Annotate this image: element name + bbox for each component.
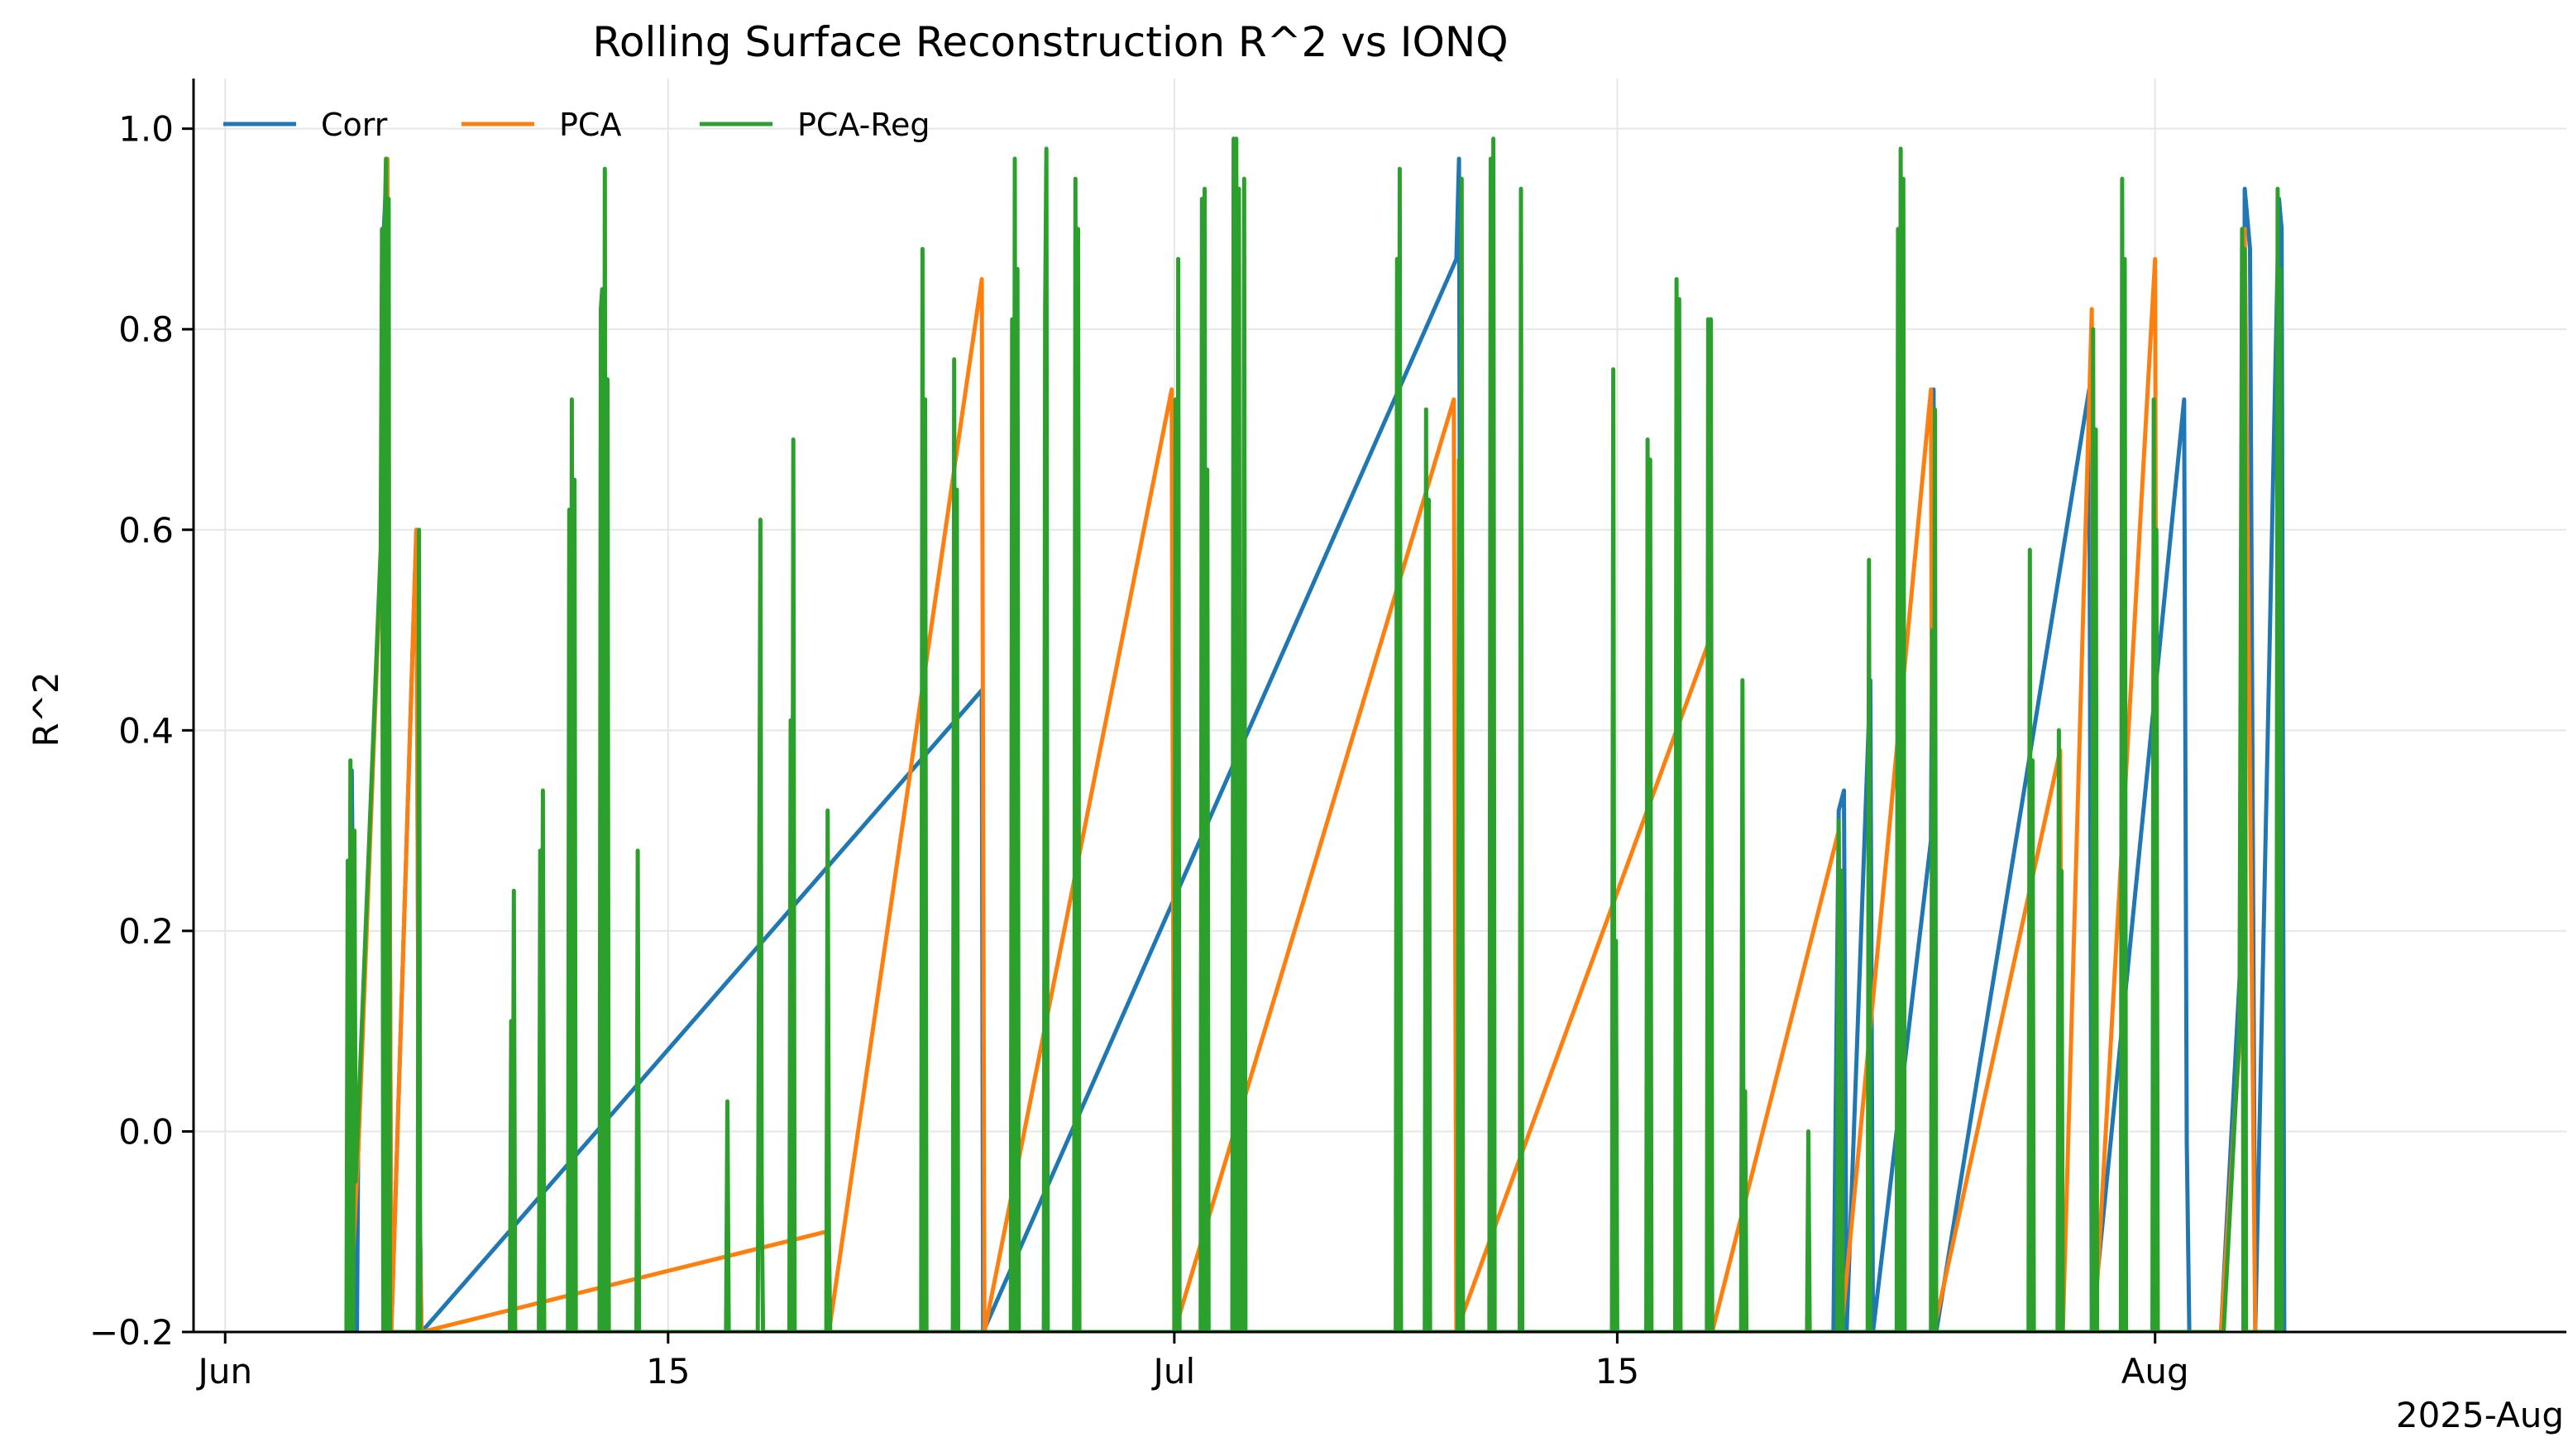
grid-lines [194,79,2566,1333]
y-axis-label: R^2 [26,671,66,747]
y-tick-label: 0.2 [118,911,174,952]
y-tick-label: 0.6 [118,510,174,551]
x-tick-label: Jun [195,1351,252,1392]
x-tick-label: 15 [646,1351,690,1392]
legend-label: PCA [559,107,621,143]
y-tick-label: 1.0 [118,109,174,150]
y-tick-label: 0.4 [118,710,174,751]
y-tick-label: −0.2 [89,1312,174,1353]
x-tick-label: Aug [2121,1351,2189,1392]
x-ticks: Jun 15 Jul 15 Aug [195,1332,2189,1392]
x-tick-label: 15 [1595,1351,1639,1392]
series-line-pca-reg [344,136,2284,1332]
y-ticks: −0.2 0.0 0.2 0.4 0.6 0.8 1.0 [89,109,194,1353]
chart-title: Rolling Surface Reconstruction R^2 vs IO… [592,18,1508,66]
legend-label: PCA-Reg [797,107,930,143]
x-tick-label: Jul [1151,1351,1196,1392]
axes [192,79,2566,1334]
legend: Corr PCA PCA-Reg [223,107,930,143]
x-offset-label: 2025-Aug [2396,1395,2564,1435]
legend-label: Corr [321,107,388,143]
y-tick-label: 0.8 [118,309,174,350]
y-tick-label: 0.0 [118,1111,174,1152]
series-lines [344,136,2287,1332]
